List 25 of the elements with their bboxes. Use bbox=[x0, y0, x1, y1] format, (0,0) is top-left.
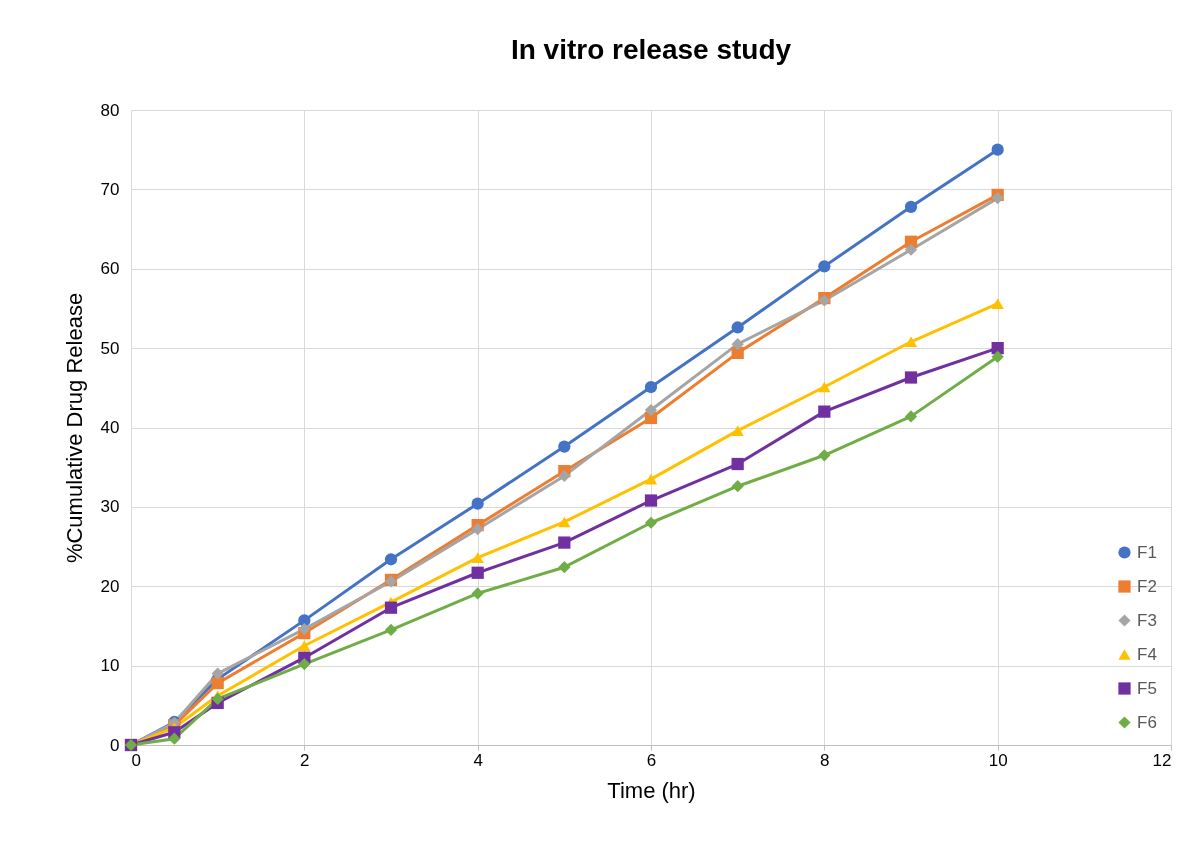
y-tick-label: 40 bbox=[100, 418, 120, 437]
x-tick-label: 0 bbox=[131, 750, 141, 770]
legend-label: F2 bbox=[1137, 576, 1157, 596]
y-tick-label: 80 bbox=[100, 100, 120, 120]
y-tick-label: 20 bbox=[100, 576, 120, 596]
chart-title: In vitro release study bbox=[510, 34, 792, 65]
x-tick-label: 8 bbox=[820, 750, 830, 770]
legend-label: F6 bbox=[1137, 712, 1157, 732]
x-tick-label: 10 bbox=[988, 750, 1008, 770]
x-tick-label: 12 bbox=[1152, 750, 1172, 770]
y-tick-label: 30 bbox=[100, 497, 120, 517]
legend-label: F4 bbox=[1137, 644, 1157, 664]
y-tick-label: 10 bbox=[100, 656, 120, 676]
x-tick-label: 4 bbox=[473, 750, 483, 770]
x-tick-label: 6 bbox=[646, 750, 657, 770]
y-tick-label: 70 bbox=[100, 179, 120, 199]
y-tick-label: 60 bbox=[100, 259, 120, 279]
legend-label: F5 bbox=[1137, 678, 1157, 698]
legend-label: F3 bbox=[1137, 610, 1157, 630]
x-axis-title: Time (hr) bbox=[607, 777, 696, 803]
y-tick-label: 0 bbox=[110, 735, 120, 755]
y-tick-label: 50 bbox=[100, 338, 120, 358]
legend-label: F1 bbox=[1137, 542, 1157, 562]
y-axis-title: %Cumulative Drug Release bbox=[61, 292, 87, 564]
x-tick-label: 2 bbox=[300, 750, 310, 770]
